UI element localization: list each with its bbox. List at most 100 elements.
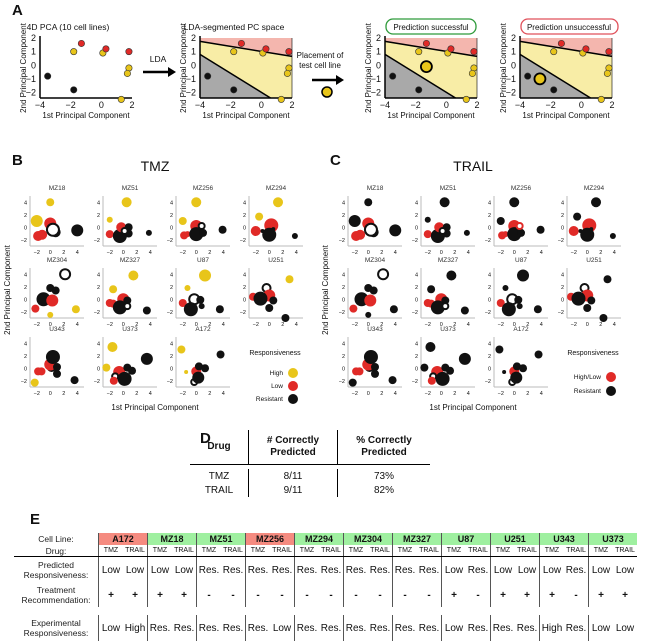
x-tick-label: 0 xyxy=(268,322,271,328)
table-row: TMZ 8/11 73% xyxy=(190,469,430,483)
data-point xyxy=(388,376,397,385)
x-tick-label: −2 xyxy=(352,322,358,328)
cell-line-header: U251 xyxy=(490,533,540,545)
pred-value: Low xyxy=(98,556,123,583)
data-point-low xyxy=(422,39,430,47)
x-tick-label: 0 xyxy=(440,322,443,328)
x-tick-label: 2 xyxy=(474,100,479,110)
data-point xyxy=(536,225,545,234)
cell-line-header: MZ327 xyxy=(392,533,442,545)
header-count: # Correctly Predicted xyxy=(249,430,338,464)
test-cell-point xyxy=(45,222,60,237)
data-point xyxy=(31,304,40,313)
test-cell-point xyxy=(120,227,129,235)
data-point xyxy=(512,362,521,371)
x-tick-label: −2 xyxy=(107,250,113,256)
row-recommendation: Treatment Recommendation: + + + + - - - - - - - - - - +… xyxy=(14,583,637,607)
drug-label: TMZ xyxy=(98,545,123,557)
y-tick-label: 2 xyxy=(488,354,491,360)
y-tick-label: −2 xyxy=(339,310,345,316)
x-tick-label: −4 xyxy=(195,100,205,110)
cell-line-header: U87 xyxy=(441,533,491,545)
data-point xyxy=(420,363,429,372)
x-tick-label: −2 xyxy=(498,391,504,397)
data-point xyxy=(502,285,509,291)
y-tick-label: 2 xyxy=(488,285,491,291)
data-point xyxy=(348,378,357,387)
data-point xyxy=(145,229,152,236)
y-tick-label: 0 xyxy=(243,297,246,303)
x-tick-label: −2 xyxy=(34,250,40,256)
y-tick-label: 0 xyxy=(24,225,27,231)
data-point xyxy=(199,228,207,237)
y-tick-label: 2 xyxy=(170,213,173,219)
x-tick-label: 0 xyxy=(586,322,589,328)
y-axis-label: 2nd Principal Component xyxy=(321,244,330,335)
y-tick-label: 2 xyxy=(243,285,246,291)
subplot-title: MZ51 xyxy=(122,185,139,192)
rec-value: - xyxy=(196,583,221,607)
x-tick-label: 4 xyxy=(222,322,225,328)
x-tick-label: −2 xyxy=(425,250,431,256)
data-point xyxy=(348,215,361,227)
panel-letter-c: C xyxy=(330,152,341,169)
data-point-high xyxy=(468,69,476,77)
row-label: Predicted Responsiveness: xyxy=(23,560,89,580)
y-tick-label: 4 xyxy=(24,272,27,278)
y-tick-label: −2 xyxy=(485,238,491,244)
y-tick-label: 4 xyxy=(561,200,564,206)
subplot-title: U251 xyxy=(268,257,284,264)
row-label: Experimental Responsiveness: xyxy=(23,618,89,638)
data-point-high xyxy=(283,69,291,77)
data-point xyxy=(371,363,379,371)
cell-line-header: MZ18 xyxy=(147,533,197,545)
x-tick-label: 0 xyxy=(99,100,104,110)
data-point xyxy=(446,366,455,375)
data-point xyxy=(578,229,583,233)
x-axis-label: 1st Principal Component xyxy=(429,403,517,412)
cell-line-header: A172 xyxy=(98,533,148,545)
data-point xyxy=(218,225,227,234)
data-point xyxy=(46,198,55,207)
rec-value: + xyxy=(132,589,138,601)
exp-value: Res. xyxy=(467,622,489,634)
y-tick-label: −2 xyxy=(186,88,196,98)
x-tick-label: 0 xyxy=(367,322,370,328)
rec-value: + xyxy=(588,583,613,607)
subplot-title: U251 xyxy=(586,257,602,264)
exp-value: Res. xyxy=(343,615,368,641)
x-tick-label: 4 xyxy=(149,391,152,397)
y-tick-label: 0 xyxy=(511,60,516,70)
x-tick-label: 2 xyxy=(62,391,65,397)
row-spacer xyxy=(14,607,637,615)
data-point-resistant xyxy=(389,72,397,80)
data-point xyxy=(106,216,113,223)
data-point xyxy=(349,304,358,313)
y-tick-label: 1 xyxy=(191,47,196,57)
data-point xyxy=(427,285,436,294)
drug-label: TMZ xyxy=(441,545,466,557)
data-point xyxy=(389,305,398,314)
x-tick-label: 0 xyxy=(195,322,198,328)
decision-boundary xyxy=(519,53,591,99)
data-point xyxy=(516,303,523,310)
x-tick-label: −2 xyxy=(411,100,421,110)
y-tick-label: 1 xyxy=(31,47,36,57)
drug-label: TMZ xyxy=(343,545,368,557)
data-point-high xyxy=(597,95,605,103)
legend-swatch-low xyxy=(288,381,298,391)
y-tick-label: −2 xyxy=(240,238,246,244)
y-tick-label: 0 xyxy=(342,366,345,372)
subplot-title: MZ18 xyxy=(49,185,66,192)
data-point xyxy=(369,286,378,295)
data-point xyxy=(71,224,84,237)
legend-label: High xyxy=(270,370,284,377)
data-point xyxy=(517,228,525,237)
data-point xyxy=(216,350,225,359)
x-tick-label: 4 xyxy=(394,322,397,328)
data-point xyxy=(128,366,137,375)
legend-swatch-resistant xyxy=(606,386,616,396)
rec-value: + xyxy=(441,583,466,607)
data-point xyxy=(46,294,59,307)
